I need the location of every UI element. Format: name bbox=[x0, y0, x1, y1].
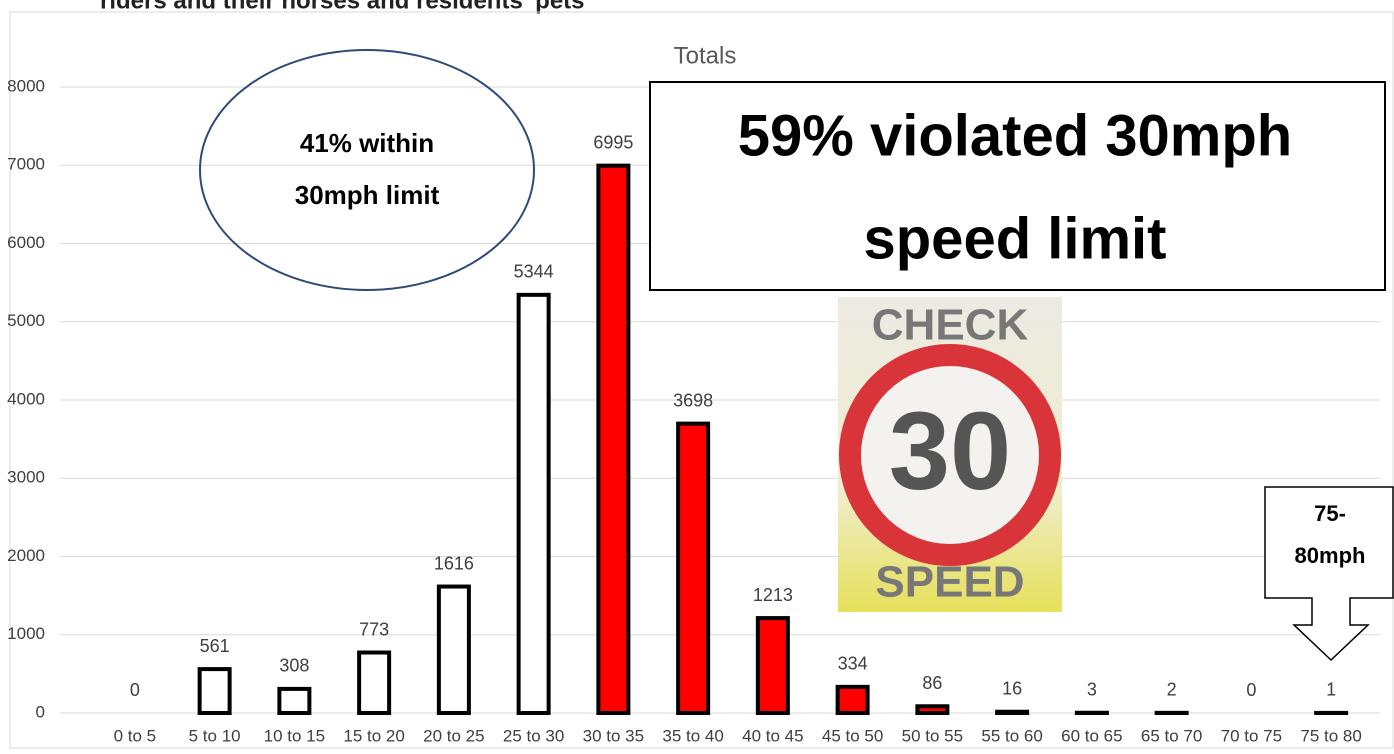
x-tick-label: 50 to 55 bbox=[902, 726, 963, 745]
x-tick-label: 30 to 35 bbox=[583, 726, 644, 745]
bar bbox=[598, 166, 628, 713]
value-label: 16 bbox=[1002, 678, 1022, 698]
value-label: 1616 bbox=[434, 553, 474, 573]
value-label: 3 bbox=[1087, 680, 1097, 700]
x-tick-label: 70 to 75 bbox=[1221, 726, 1282, 745]
y-tick-label: 1000 bbox=[7, 624, 45, 643]
value-label: 334 bbox=[838, 654, 868, 674]
y-tick-label: 2000 bbox=[7, 546, 45, 565]
value-label: 0 bbox=[1246, 680, 1256, 700]
ellipse-text: 41% within bbox=[300, 128, 434, 158]
value-label: 1213 bbox=[753, 585, 793, 605]
bar bbox=[519, 295, 549, 713]
y-tick-label: 5000 bbox=[7, 311, 45, 330]
y-tick-label: 4000 bbox=[7, 389, 45, 408]
x-tick-label: 10 to 15 bbox=[264, 726, 325, 745]
chart: riders and their horses and residents' p… bbox=[0, 0, 1394, 749]
chart-title: Totals bbox=[674, 42, 737, 69]
x-tick-label: 20 to 25 bbox=[423, 726, 484, 745]
value-label: 86 bbox=[922, 673, 942, 693]
x-tick-label: 5 to 10 bbox=[189, 726, 241, 745]
bar bbox=[359, 653, 389, 713]
ellipse bbox=[200, 50, 534, 290]
bar bbox=[200, 669, 230, 713]
y-tick-label: 7000 bbox=[7, 155, 45, 174]
value-label: 773 bbox=[359, 619, 389, 639]
y-tick-label: 6000 bbox=[7, 233, 45, 252]
box-text: 59% violated 30mph bbox=[738, 103, 1292, 168]
page: riders and their horses and residents' p… bbox=[0, 0, 1394, 754]
value-label: 308 bbox=[279, 656, 309, 676]
bar bbox=[279, 689, 309, 713]
sign: CHECK 30 SPEED bbox=[838, 297, 1062, 612]
bar bbox=[838, 687, 868, 713]
x-tick-label: 65 to 70 bbox=[1141, 726, 1202, 745]
value-label: 2 bbox=[1167, 680, 1177, 700]
bar bbox=[678, 424, 708, 713]
value-label: 561 bbox=[200, 636, 230, 656]
sign-text: CHECK bbox=[872, 301, 1029, 350]
x-tick-label: 45 to 50 bbox=[822, 726, 883, 745]
callout-text: 75- bbox=[1314, 501, 1346, 526]
x-tick-label: 55 to 60 bbox=[981, 726, 1042, 745]
value-label: 3698 bbox=[673, 390, 713, 410]
x-tick-label: 40 to 45 bbox=[742, 726, 803, 745]
x-tick-label: 60 to 65 bbox=[1061, 726, 1122, 745]
x-tick-label: 15 to 20 bbox=[343, 726, 404, 745]
sign-text: 30 bbox=[889, 390, 1011, 513]
y-tick-label: 3000 bbox=[7, 468, 45, 487]
bar bbox=[439, 587, 469, 713]
x-tick-label: 0 to 5 bbox=[114, 726, 157, 745]
sign-text: SPEED bbox=[875, 558, 1024, 607]
y-tick-label: 8000 bbox=[7, 76, 45, 95]
value-label: 1 bbox=[1326, 680, 1336, 700]
value-label: 0 bbox=[130, 680, 140, 700]
bar bbox=[917, 706, 947, 713]
x-tick-label: 25 to 30 bbox=[503, 726, 564, 745]
callout-text: 80mph bbox=[1295, 543, 1366, 568]
value-label: 6995 bbox=[593, 132, 633, 152]
y-tick-label: 0 bbox=[36, 702, 45, 721]
x-tick-label: 75 to 80 bbox=[1300, 726, 1361, 745]
x-tick-label: 35 to 40 bbox=[662, 726, 723, 745]
value-label: 5344 bbox=[514, 262, 554, 282]
bar bbox=[758, 618, 788, 713]
ellipse-text: 30mph limit bbox=[295, 180, 440, 210]
bar bbox=[997, 712, 1027, 713]
box-text: speed limit bbox=[864, 206, 1167, 271]
